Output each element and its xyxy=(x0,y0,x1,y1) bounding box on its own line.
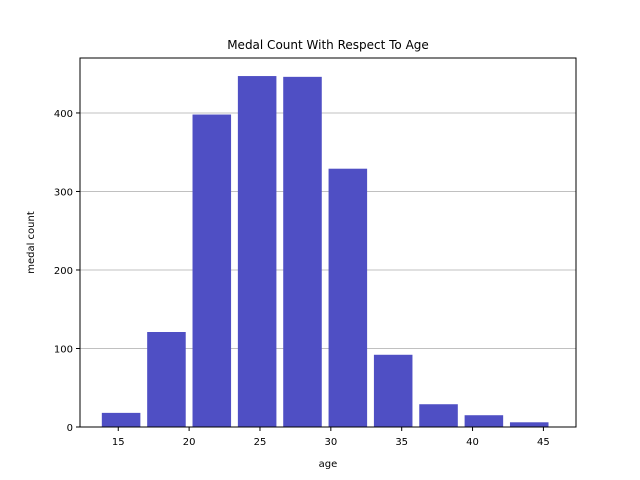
bar xyxy=(464,415,504,427)
bar xyxy=(147,332,186,427)
bar xyxy=(373,354,413,427)
x-tick-label: 35 xyxy=(395,437,408,448)
bar xyxy=(101,412,141,427)
x-axis-label: age xyxy=(319,459,338,470)
bar xyxy=(509,422,549,427)
x-axis: 15 20 25 30 35 40 45 xyxy=(112,427,550,448)
x-tick-label: 25 xyxy=(254,437,267,448)
x-tick-label: 15 xyxy=(112,437,125,448)
plot-frame xyxy=(79,57,577,428)
chart-title: Medal Count With Respect To Age xyxy=(227,38,429,52)
x-tick-label: 40 xyxy=(466,437,479,448)
y-tick-label: 400 xyxy=(54,109,73,120)
bar xyxy=(283,76,322,427)
x-tick-label: 45 xyxy=(537,437,550,448)
bar xyxy=(419,404,458,427)
x-tick-label: 30 xyxy=(324,437,337,448)
bar xyxy=(328,168,368,427)
y-tick-label: 0 xyxy=(67,423,73,434)
y-tick-label: 100 xyxy=(54,344,73,355)
bars xyxy=(101,76,549,428)
y-axis: 0 100 200 300 400 xyxy=(54,109,80,434)
x-tick-label: 20 xyxy=(183,437,196,448)
y-tick-label: 300 xyxy=(54,187,73,198)
y-tick-label: 200 xyxy=(54,266,73,277)
bar xyxy=(237,76,277,428)
bar xyxy=(192,114,232,428)
y-axis-label: medal count xyxy=(26,211,37,274)
